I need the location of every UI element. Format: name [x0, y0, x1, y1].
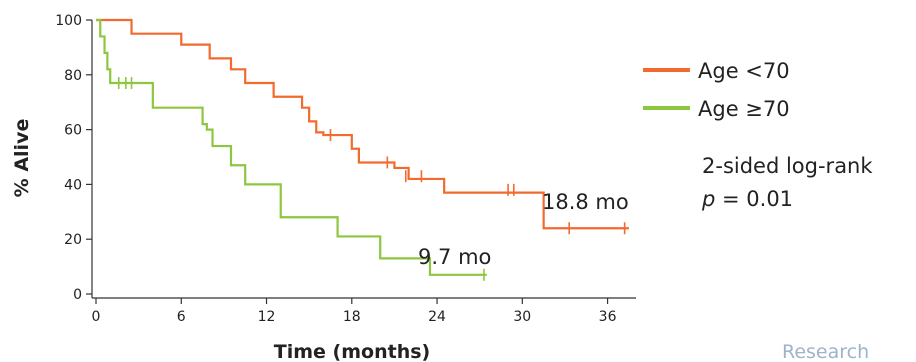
survival-curves — [96, 18, 629, 276]
x-tick-label: 30 — [513, 309, 531, 325]
y-tick-label: 0 — [73, 287, 82, 303]
median-label-under-70: 18.8 mo — [542, 190, 629, 214]
survival-curve-age-under-70 — [96, 18, 629, 230]
x-axis-title: Time (months) — [274, 341, 430, 362]
survival-curve-age-70-plus — [96, 18, 487, 276]
y-tick-label: 20 — [64, 232, 82, 248]
watermark-text: Research — [782, 341, 869, 362]
p-value-label: p = 0.01 — [701, 187, 793, 211]
y-axis-title: % Alive — [11, 119, 33, 198]
y-tick-label: 100 — [55, 13, 82, 29]
x-tick-label: 12 — [258, 309, 276, 325]
x-tick-label: 18 — [343, 309, 361, 325]
legend-label-age-under-70: Age <70 — [698, 59, 790, 83]
y-tick-label: 40 — [64, 177, 82, 193]
x-tick-label: 24 — [428, 309, 446, 325]
axes: 0 20 40 60 80 100 0 6 12 18 24 30 36 — [55, 13, 636, 325]
y-tick-label: 60 — [64, 123, 82, 139]
y-tick-label: 80 — [64, 68, 82, 84]
median-label-70-plus: 9.7 mo — [418, 245, 491, 269]
legend: Age <70 Age ≥70 — [643, 59, 790, 121]
logrank-test-label: 2-sided log-rank — [702, 154, 873, 178]
p-value: = 0.01 — [715, 187, 793, 211]
legend-label-age-70-plus: Age ≥70 — [698, 97, 790, 121]
x-tick-label: 6 — [177, 309, 186, 325]
x-tick-label: 36 — [599, 309, 617, 325]
p-symbol: p — [701, 187, 715, 211]
x-tick-label: 0 — [92, 309, 101, 325]
censor-marks — [117, 77, 626, 281]
